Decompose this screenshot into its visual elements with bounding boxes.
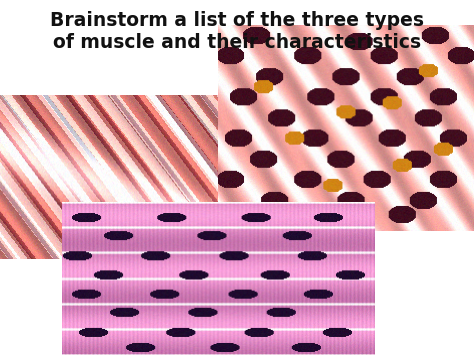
Text: Brainstorm a list of the three types
of muscle and their characteristics: Brainstorm a list of the three types of … bbox=[50, 11, 424, 53]
